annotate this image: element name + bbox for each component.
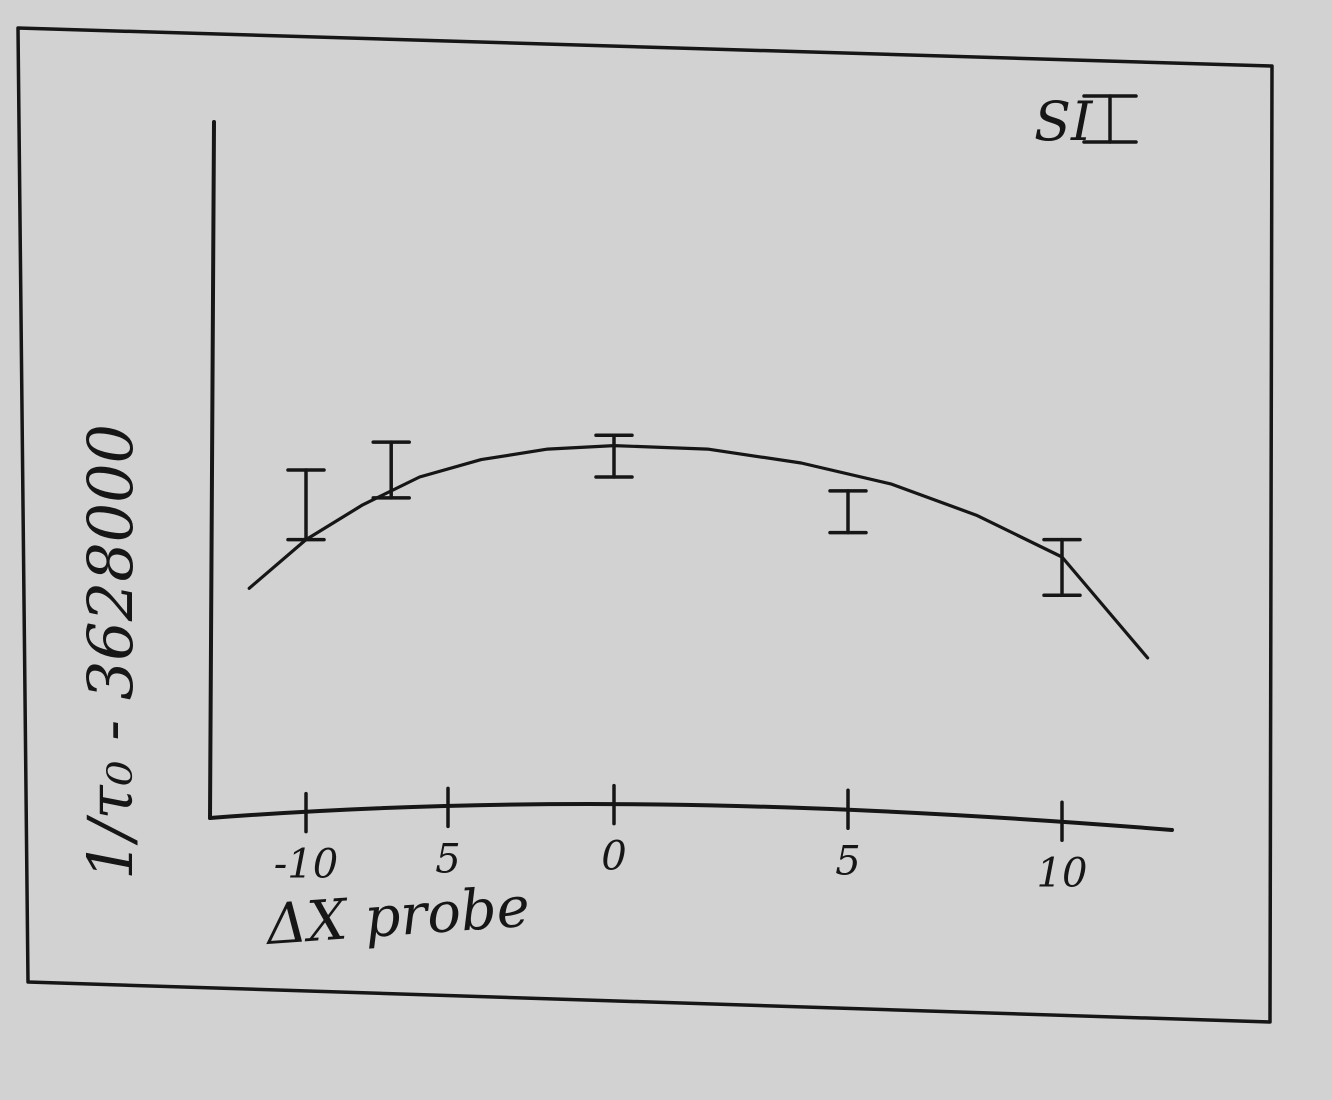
data-point xyxy=(371,440,411,500)
x-tick-label: -10 xyxy=(274,842,338,888)
data-point xyxy=(828,489,868,535)
x-ticks: -10 5 0 5 10 xyxy=(274,783,1088,896)
y-axis-label: 1/τ₀ - 3628000 xyxy=(74,424,147,880)
legend-label: SI xyxy=(1034,90,1094,153)
data-point xyxy=(286,468,326,542)
x-tick-label: 10 xyxy=(1037,850,1088,896)
x-tick-label: 5 xyxy=(435,836,460,882)
legend: SI xyxy=(1034,90,1138,153)
fit-curve xyxy=(247,444,1150,660)
x-tick-label: 5 xyxy=(835,838,860,884)
axes xyxy=(208,120,1174,832)
x-axis xyxy=(208,802,1174,832)
data-point xyxy=(594,433,634,479)
x-tick-label: 0 xyxy=(601,834,626,880)
data-point xyxy=(1042,537,1082,598)
chart-frame xyxy=(16,26,1274,1024)
fit-curve-group xyxy=(247,444,1150,660)
y-axis xyxy=(208,120,216,820)
data-points xyxy=(286,433,1082,598)
